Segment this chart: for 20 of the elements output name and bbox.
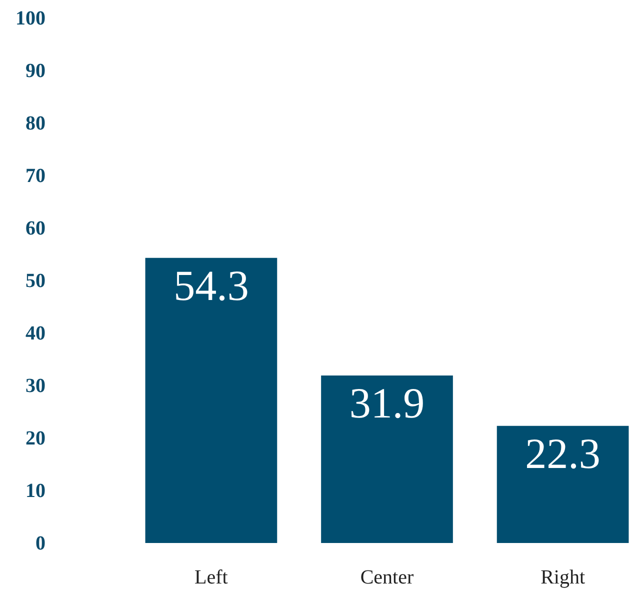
y-tick-label: 100 bbox=[16, 8, 46, 30]
data-label: 31.9 bbox=[349, 380, 425, 428]
y-tick-label: 70 bbox=[26, 165, 46, 187]
y-tick-label: 10 bbox=[26, 480, 46, 502]
y-tick-label: 20 bbox=[26, 428, 46, 450]
bar bbox=[145, 258, 278, 543]
data-label: 54.3 bbox=[174, 262, 249, 310]
y-tick-label: 80 bbox=[26, 112, 46, 134]
bar bbox=[321, 376, 453, 543]
y-tick-label: 60 bbox=[26, 218, 46, 240]
y-tick-label: 50 bbox=[26, 270, 46, 292]
x-tick-label: Center bbox=[360, 566, 414, 588]
y-tick-label: 30 bbox=[26, 375, 46, 397]
x-tick-label: Left bbox=[194, 566, 228, 588]
y-tick-label: 40 bbox=[26, 322, 46, 344]
x-tick-label: Right bbox=[540, 566, 586, 588]
bar bbox=[496, 426, 629, 543]
y-tick-label: 90 bbox=[26, 60, 46, 82]
data-label: 22.3 bbox=[525, 430, 600, 478]
y-tick-label: 0 bbox=[36, 532, 46, 554]
